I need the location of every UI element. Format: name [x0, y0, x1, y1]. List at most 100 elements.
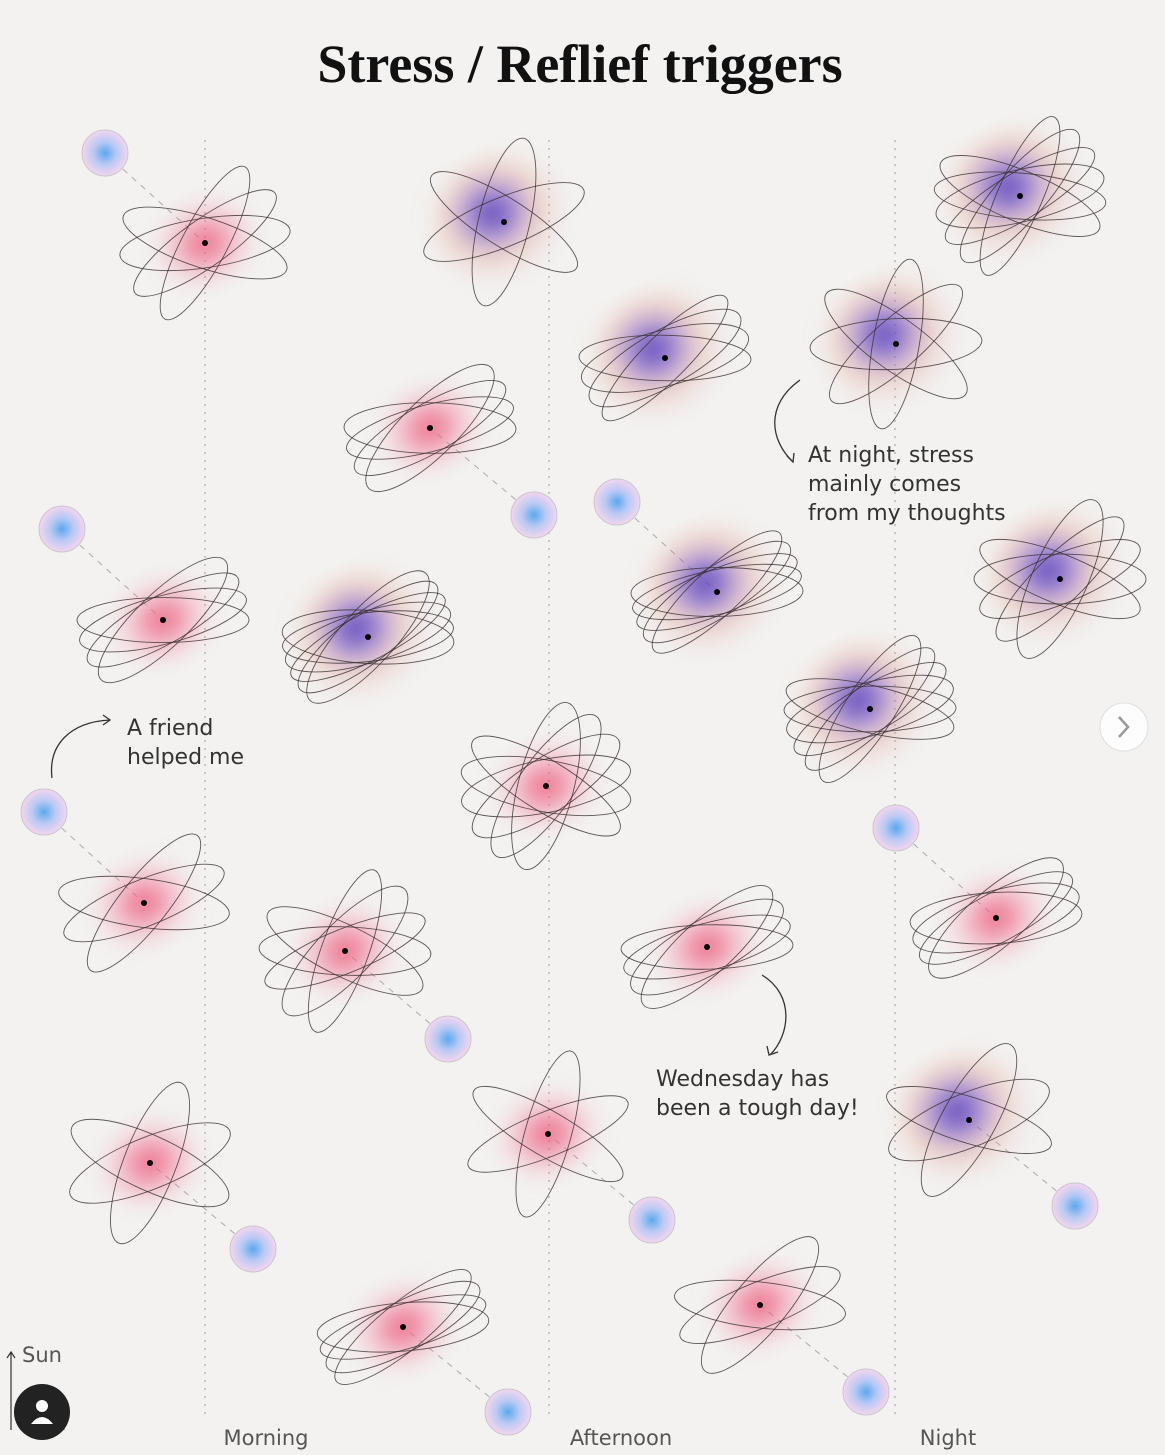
orbit — [700, 1236, 820, 1374]
arrow — [774, 379, 801, 463]
orbit — [461, 754, 631, 818]
relief-bubble — [628, 1196, 676, 1244]
orbit — [679, 1266, 841, 1344]
relief-bubble — [229, 1225, 277, 1273]
center-dot — [342, 948, 348, 954]
center-dot — [867, 706, 873, 712]
orbit — [119, 214, 291, 272]
orbit — [620, 924, 794, 970]
orbit — [623, 914, 791, 980]
orbit — [264, 912, 426, 990]
annotation: Wednesday has — [656, 1067, 829, 1092]
center-dot — [893, 341, 899, 347]
orbit — [346, 396, 514, 460]
stress-glyph — [119, 165, 291, 321]
orbit — [888, 1078, 1050, 1162]
orbit — [133, 189, 277, 297]
orbit — [86, 833, 202, 973]
orbit — [928, 857, 1064, 979]
orbit — [868, 258, 924, 430]
orbit — [429, 171, 579, 273]
orbit — [918, 871, 1074, 965]
orbit — [979, 538, 1141, 620]
stress-glyph — [69, 1081, 231, 1245]
center-dot — [427, 425, 433, 431]
annotation: helped me — [127, 745, 244, 770]
glyphs — [20, 116, 1147, 1436]
orbit — [58, 875, 230, 931]
arrow — [761, 974, 787, 1056]
orbit — [909, 891, 1083, 945]
orbit — [334, 1269, 472, 1385]
stress-glyph — [886, 1043, 1052, 1197]
arrow-head — [6, 1350, 16, 1359]
orbit — [319, 1294, 487, 1360]
center-dot — [966, 1117, 972, 1123]
orbit — [630, 567, 804, 617]
arrow-head — [102, 714, 112, 726]
orbit — [995, 516, 1125, 642]
orbit — [588, 308, 742, 408]
next-button[interactable] — [1099, 702, 1149, 752]
orbit — [307, 869, 383, 1033]
center-dot — [365, 634, 371, 640]
orbit — [258, 926, 432, 976]
stress-glyph — [281, 570, 455, 704]
relief-bubble — [38, 505, 86, 553]
annotation: been a tough day! — [656, 1096, 859, 1121]
stress-glyph — [933, 116, 1107, 276]
orbit — [783, 685, 957, 733]
orbit — [959, 128, 1081, 264]
orbit — [886, 1086, 1052, 1154]
avatar-icon — [36, 1400, 48, 1412]
stress-glyph — [973, 499, 1147, 659]
orbit — [471, 137, 537, 307]
time-label: Afternoon — [570, 1426, 672, 1450]
orbit — [316, 1301, 490, 1353]
orbit — [511, 701, 581, 871]
stress-glyph — [258, 869, 432, 1033]
center-dot — [704, 944, 710, 950]
orbit — [290, 592, 446, 682]
orbit — [472, 1085, 624, 1183]
orbit — [804, 647, 936, 771]
center-dot — [545, 1131, 551, 1137]
orbit — [471, 735, 621, 837]
stress-glyph — [58, 833, 230, 973]
stress-glyph — [76, 556, 250, 684]
stress-glyph — [909, 857, 1083, 979]
orbit — [828, 283, 964, 405]
orbit — [325, 1280, 481, 1374]
center-dot — [141, 900, 147, 906]
orbit — [281, 885, 409, 1017]
orbit — [912, 882, 1080, 954]
center-dot — [662, 355, 668, 361]
orbit — [69, 1122, 231, 1204]
center-dot — [1057, 576, 1063, 582]
orbit — [601, 294, 729, 422]
arrow — [50, 719, 111, 779]
center-dot — [400, 1324, 406, 1330]
title: Stress / Reflief triggers — [317, 34, 842, 94]
stress-glyph — [460, 701, 632, 871]
orbit — [630, 898, 784, 996]
stress-glyph — [809, 258, 983, 430]
orbit — [979, 116, 1061, 276]
orbit — [642, 540, 792, 644]
center-dot — [993, 915, 999, 921]
orbit — [159, 165, 251, 321]
orbit — [266, 906, 424, 996]
orbit — [935, 163, 1105, 229]
next-icon — [1118, 716, 1130, 738]
orbit — [824, 288, 968, 400]
orbit — [353, 380, 507, 476]
stress-glyph — [630, 526, 804, 658]
relief-bubble — [842, 1368, 890, 1416]
orbit — [793, 662, 947, 756]
orbit — [809, 317, 983, 371]
orbit — [933, 171, 1107, 221]
orbit — [284, 601, 452, 673]
center-dot — [714, 589, 720, 595]
orbit — [423, 182, 585, 262]
arrow-head — [766, 1045, 779, 1056]
